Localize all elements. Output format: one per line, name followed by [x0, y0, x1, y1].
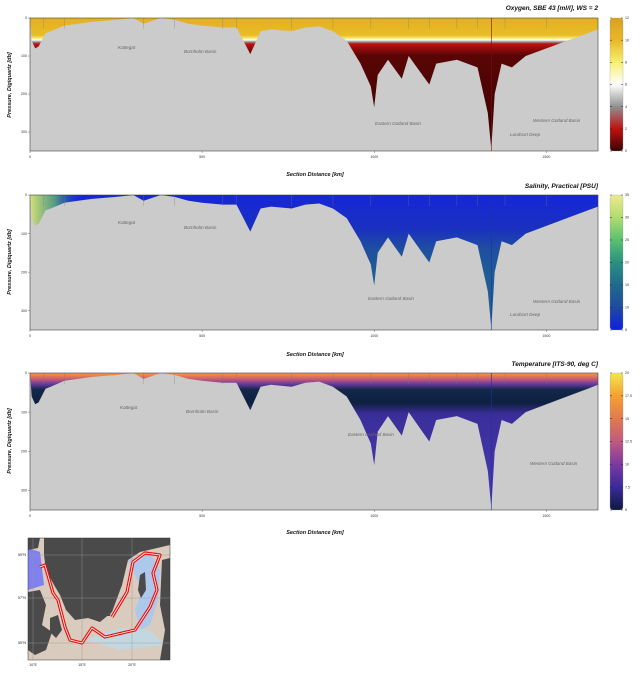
x-tick-label: 500	[199, 155, 205, 159]
salinity-title: Salinity, Practical [PSU]	[525, 183, 599, 190]
label-bornholm-basin: Bornholm Basin	[184, 225, 217, 230]
y-tick-label: 0	[25, 16, 27, 20]
label-eastern-gotland-basin: Eastern Gotland Basin	[368, 296, 414, 301]
map-deep-water	[28, 548, 44, 590]
label-bornholm-basin: Bornholm Basin	[186, 409, 219, 414]
temperature-title: Temperature [ITS-90, deg C]	[512, 361, 599, 368]
map-lon-label: 10°E	[29, 663, 37, 667]
colorbar-tick-label: 15	[625, 283, 629, 287]
map-graticule	[28, 538, 170, 660]
colorbar-tick-label: 35	[625, 193, 629, 197]
y-tick-label: 200	[21, 270, 27, 274]
map-land-norway	[28, 538, 40, 550]
x-tick-label: 0	[29, 514, 31, 518]
y-tick-label: 100	[21, 410, 27, 414]
map-land-gotland	[138, 572, 146, 598]
label-western-gotland-basin: Western Gotland Basin	[533, 299, 581, 304]
oxygen-ylabel: Pressure, Digiquartz [db]	[7, 52, 13, 118]
seafloor-bathymetry	[30, 195, 598, 330]
map-land-sweden	[44, 538, 170, 622]
oxygen-xlabel: Section Distance [km]	[286, 172, 344, 178]
colorbar-tick-label: 30	[625, 216, 629, 220]
label-bornholm-basin: Bornholm Basin	[184, 49, 217, 54]
label-kattegat: Kattegat	[118, 45, 136, 50]
temperature-plot-frame	[29, 372, 599, 511]
salinity-ylabel: Pressure, Digiquartz [db]	[7, 229, 13, 295]
colorbar-tick-label: 2	[625, 127, 627, 131]
y-tick-label: 300	[21, 489, 27, 493]
station-map: 59°N 57°N 55°N 10°E 15°E 20°E	[18, 537, 171, 667]
colorbar-tick-label: 5	[625, 328, 627, 332]
oxygen-title: Oxygen, SBE 43 [ml/l], WS = 2	[506, 5, 599, 12]
colorbar-tick-label: 20	[625, 371, 629, 375]
x-tick-label: 1500	[542, 155, 550, 159]
salinity-plot-frame	[29, 194, 599, 331]
colorbar-tick-label: 6	[625, 83, 627, 87]
colorbar-tick-label: 17.5	[625, 394, 632, 398]
x-tick-label: 1000	[370, 514, 378, 518]
y-tick-label: 0	[25, 193, 27, 197]
map-lat-label: 55°N	[18, 641, 26, 645]
map-lat-label: 59°N	[18, 553, 26, 557]
y-tick-label: 100	[21, 54, 27, 58]
label-kattegat: Kattegat	[118, 220, 136, 225]
y-tick-label: 300	[21, 309, 27, 313]
label-eastern-gotland-basin: Eastern Gotland Basin	[375, 121, 421, 126]
map-land-denmark	[28, 590, 52, 655]
oxygen-plot-frame	[29, 17, 599, 152]
map-land-oland	[107, 588, 116, 616]
temperature-xlabel: Section Distance [km]	[286, 530, 344, 536]
y-tick-label: 300	[21, 130, 27, 134]
colorbar-tick-label: 8	[625, 61, 627, 65]
map-land-baltics	[160, 558, 170, 660]
x-tick-label: 500	[199, 514, 205, 518]
label-western-gotland-basin: Western Gotland Basin	[533, 118, 581, 123]
temperature-ylabel: Pressure, Digiquartz [db]	[7, 408, 13, 474]
colorbar-tick-label: 20	[625, 261, 629, 265]
colorbar-tick-label: 25	[625, 238, 629, 242]
label-landsort-deep: Landsort Deep	[510, 132, 541, 137]
y-tick-label: 200	[21, 92, 27, 96]
seafloor-bathymetry	[30, 18, 598, 151]
colorbar-tick-label: 10	[625, 38, 629, 42]
x-tick-label: 1000	[370, 155, 378, 159]
label-kattegat: Kattegat	[120, 405, 138, 410]
x-tick-label: 0	[29, 155, 31, 159]
colorbar-tick-label: 15	[625, 417, 629, 421]
salinity-xlabel: Section Distance [km]	[286, 352, 344, 358]
colorbar-tick-label: 12	[625, 16, 629, 20]
cruise-track-inner	[39, 552, 161, 644]
colorbar-tick-label: 10	[625, 463, 629, 467]
label-western-gotland-basin: Western Gotland Basin	[530, 461, 578, 466]
map-shallow-water	[85, 628, 165, 650]
label-eastern-gotland-basin: Eastern Gotland Basin	[348, 432, 394, 437]
colorbar-tick-label: 7.5	[625, 485, 630, 489]
map-lat-label: 57°N	[18, 596, 26, 600]
map-lon-label: 15°E	[78, 663, 86, 667]
x-tick-label: 500	[199, 334, 205, 338]
x-tick-label: 0	[29, 334, 31, 338]
map-lon-label: 20°E	[128, 663, 136, 667]
label-landsort-deep: Landsort Deep	[510, 312, 541, 317]
seafloor-bathymetry	[30, 373, 598, 510]
y-tick-label: 200	[21, 449, 27, 453]
y-tick-label: 100	[21, 232, 27, 236]
map-land-zealand	[50, 615, 62, 638]
x-tick-label: 1000	[370, 334, 378, 338]
y-tick-label: 0	[25, 371, 27, 375]
colorbar-tick-label: 0	[625, 149, 627, 153]
colorbar-tick-label: 4	[625, 105, 627, 109]
x-tick-label: 1500	[542, 334, 550, 338]
colorbar-tick-label: 5	[625, 508, 627, 512]
colorbar-tick-label: 12.5	[625, 440, 632, 444]
colorbar-tick-label: 10	[625, 306, 629, 310]
x-tick-label: 1500	[542, 514, 550, 518]
